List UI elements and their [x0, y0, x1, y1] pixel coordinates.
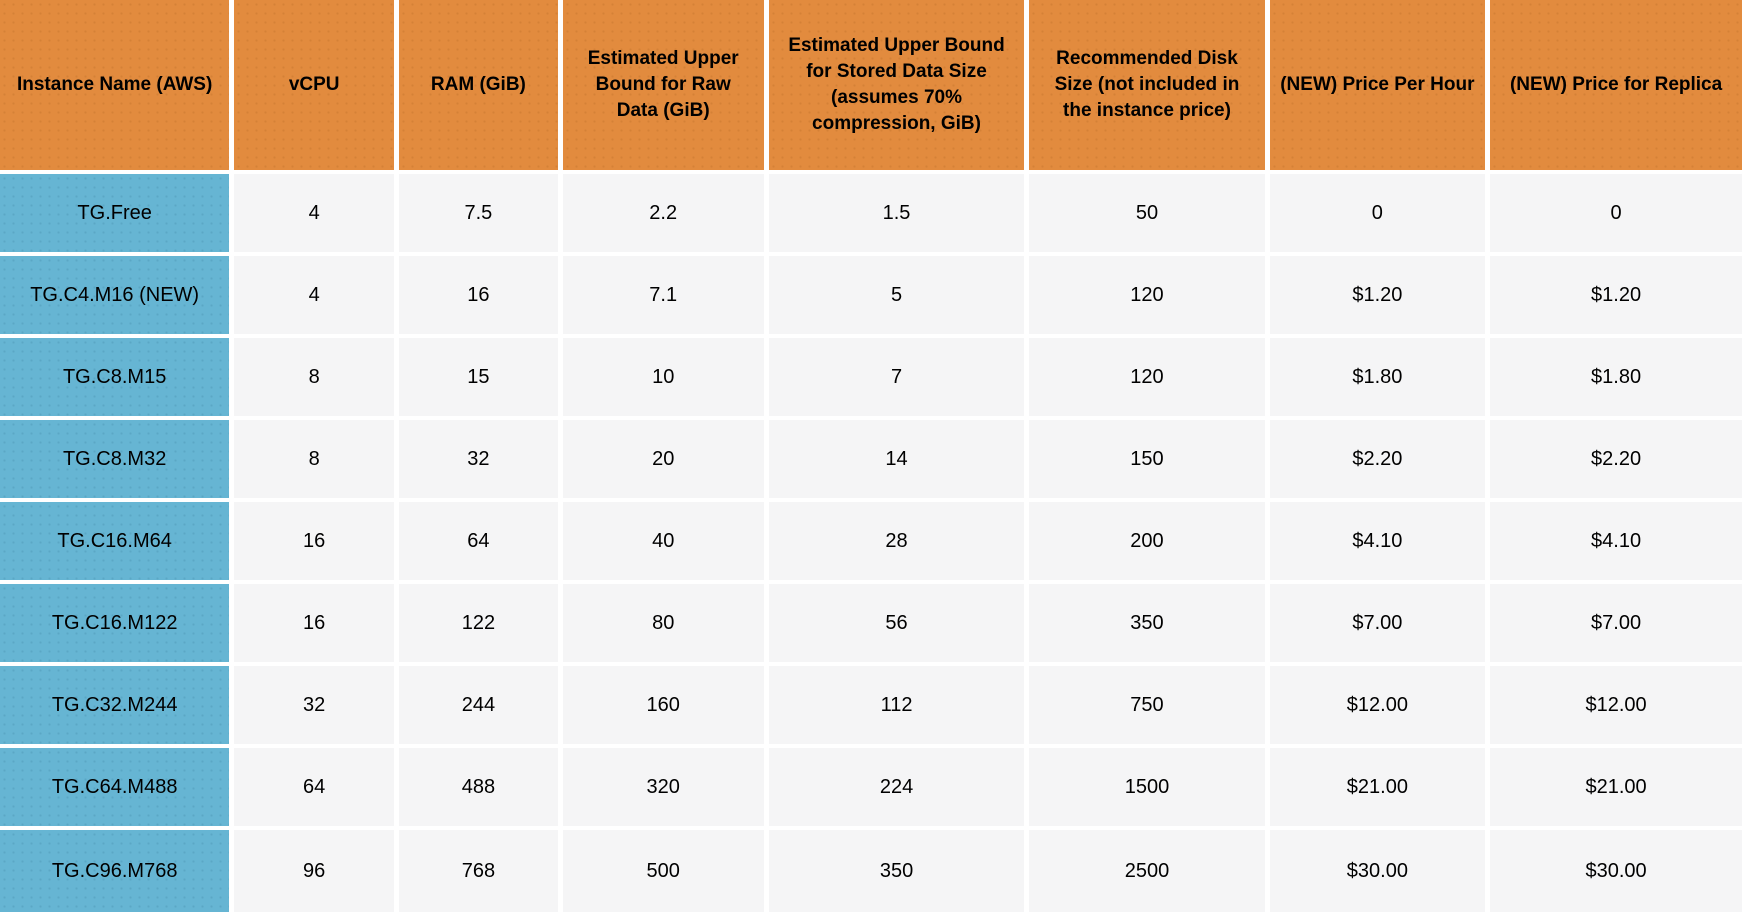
data-cell: 350 [1029, 584, 1265, 662]
data-cell: 16 [399, 256, 558, 334]
data-cell: 15 [399, 338, 558, 416]
data-cell: 50 [1029, 174, 1265, 252]
header-cell: Estimated Upper Bound for Raw Data (GiB) [562, 0, 764, 170]
row-label-cell: TG.C16.M122 [0, 584, 230, 662]
data-cell: 224 [768, 748, 1025, 826]
data-cell: $12.00 [1269, 666, 1486, 744]
data-cell: 160 [562, 666, 764, 744]
data-cell: 320 [562, 748, 764, 826]
data-cell: 20 [562, 420, 764, 498]
data-cell: $12.00 [1490, 666, 1742, 744]
data-cell: $2.20 [1490, 420, 1742, 498]
header-cell: RAM (GiB) [399, 0, 558, 170]
data-cell: 56 [768, 584, 1025, 662]
data-cell: 1500 [1029, 748, 1265, 826]
header-cell: (NEW) Price Per Hour [1269, 0, 1486, 170]
data-cell: 14 [768, 420, 1025, 498]
data-cell: 1.5 [768, 174, 1025, 252]
data-cell: $7.00 [1490, 584, 1742, 662]
data-cell: $30.00 [1269, 830, 1486, 912]
data-cell: $4.10 [1269, 502, 1486, 580]
data-cell: 2.2 [562, 174, 764, 252]
data-cell: 10 [562, 338, 764, 416]
data-cell: 120 [1029, 338, 1265, 416]
row-label-cell: TG.C4.M16 (NEW) [0, 256, 230, 334]
data-cell: 8 [234, 420, 395, 498]
data-cell: 32 [399, 420, 558, 498]
data-cell: 0 [1269, 174, 1486, 252]
data-cell: 7.5 [399, 174, 558, 252]
data-cell: 16 [234, 584, 395, 662]
data-cell: 244 [399, 666, 558, 744]
data-cell: $7.00 [1269, 584, 1486, 662]
header-cell: Recommended Disk Size (not included in t… [1029, 0, 1265, 170]
data-cell: $30.00 [1490, 830, 1742, 912]
data-cell: 2500 [1029, 830, 1265, 912]
row-label-cell: TG.C8.M32 [0, 420, 230, 498]
data-cell: $21.00 [1490, 748, 1742, 826]
row-label-cell: TG.C32.M244 [0, 666, 230, 744]
data-cell: 500 [562, 830, 764, 912]
data-cell: 32 [234, 666, 395, 744]
data-cell: 122 [399, 584, 558, 662]
data-cell: $4.10 [1490, 502, 1742, 580]
data-cell: 28 [768, 502, 1025, 580]
header-cell: Instance Name (AWS) [0, 0, 230, 170]
data-cell: 150 [1029, 420, 1265, 498]
header-cell: vCPU [234, 0, 395, 170]
data-cell: 7.1 [562, 256, 764, 334]
data-cell: 40 [562, 502, 764, 580]
row-label-cell: TG.C16.M64 [0, 502, 230, 580]
data-cell: 200 [1029, 502, 1265, 580]
data-cell: $1.20 [1269, 256, 1486, 334]
data-cell: 4 [234, 256, 395, 334]
data-cell: 64 [234, 748, 395, 826]
data-cell: 112 [768, 666, 1025, 744]
data-cell: 7 [768, 338, 1025, 416]
data-cell: 5 [768, 256, 1025, 334]
row-label-cell: TG.C64.M488 [0, 748, 230, 826]
data-cell: $21.00 [1269, 748, 1486, 826]
row-label-cell: TG.C96.M768 [0, 830, 230, 912]
data-cell: 768 [399, 830, 558, 912]
row-label-cell: TG.Free [0, 174, 230, 252]
data-cell: $2.20 [1269, 420, 1486, 498]
data-cell: 750 [1029, 666, 1265, 744]
data-cell: 80 [562, 584, 764, 662]
data-cell: 64 [399, 502, 558, 580]
data-cell: $1.20 [1490, 256, 1742, 334]
data-cell: 120 [1029, 256, 1265, 334]
data-cell: $1.80 [1269, 338, 1486, 416]
data-cell: 0 [1490, 174, 1742, 252]
data-cell: 488 [399, 748, 558, 826]
data-cell: 350 [768, 830, 1025, 912]
row-label-cell: TG.C8.M15 [0, 338, 230, 416]
data-cell: 4 [234, 174, 395, 252]
data-cell: $1.80 [1490, 338, 1742, 416]
data-cell: 96 [234, 830, 395, 912]
header-cell: Estimated Upper Bound for Stored Data Si… [768, 0, 1025, 170]
data-cell: 16 [234, 502, 395, 580]
header-cell: (NEW) Price for Replica [1490, 0, 1742, 170]
data-cell: 8 [234, 338, 395, 416]
